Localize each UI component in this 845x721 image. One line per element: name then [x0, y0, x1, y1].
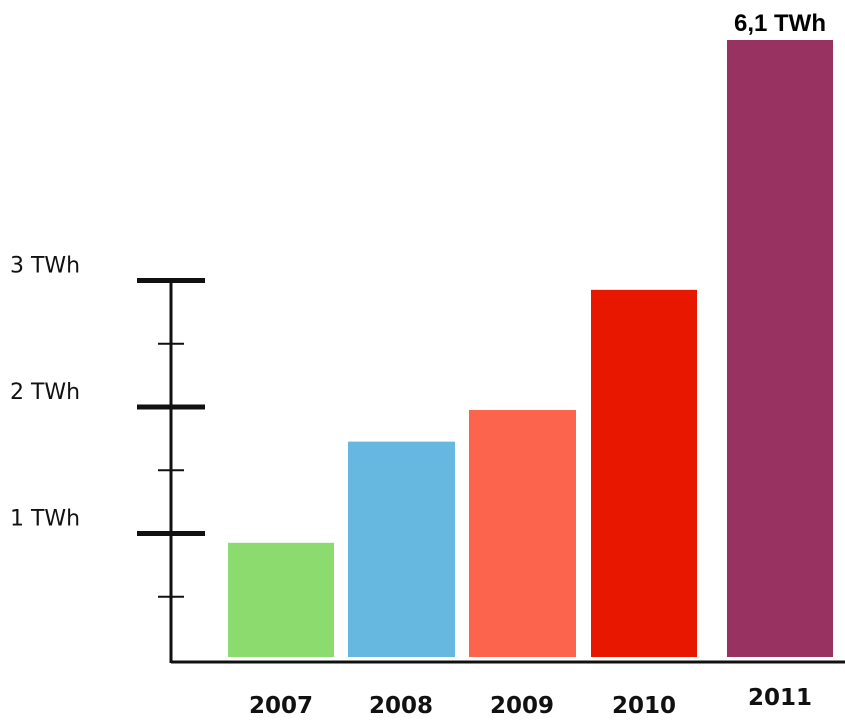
bars-group: [228, 40, 833, 657]
bar-2008: [348, 441, 455, 657]
category-label-2010: 2010: [612, 693, 676, 719]
bar-2010: [591, 289, 697, 657]
y-axis: [137, 278, 845, 664]
labels-group: 1 TWh 2 TWh 3 TWh 2007 2008 2009 2010 2011 6,1 T…: [10, 10, 826, 719]
bar-2007: [228, 542, 334, 657]
y-tick-label-3: 3 TWh: [10, 254, 80, 279]
y-tick-label-2: 2 TWh: [10, 380, 80, 405]
data-label-2011: 6,1 TWh: [734, 10, 826, 37]
category-label-2007: 2007: [249, 693, 313, 719]
category-label-2008: 2008: [369, 693, 433, 719]
bar-2011: [727, 40, 833, 657]
y-tick-label-1: 1 TWh: [10, 507, 80, 532]
bar-2009: [469, 410, 576, 657]
category-label-2011: 2011: [748, 685, 812, 711]
category-label-2009: 2009: [490, 693, 554, 719]
